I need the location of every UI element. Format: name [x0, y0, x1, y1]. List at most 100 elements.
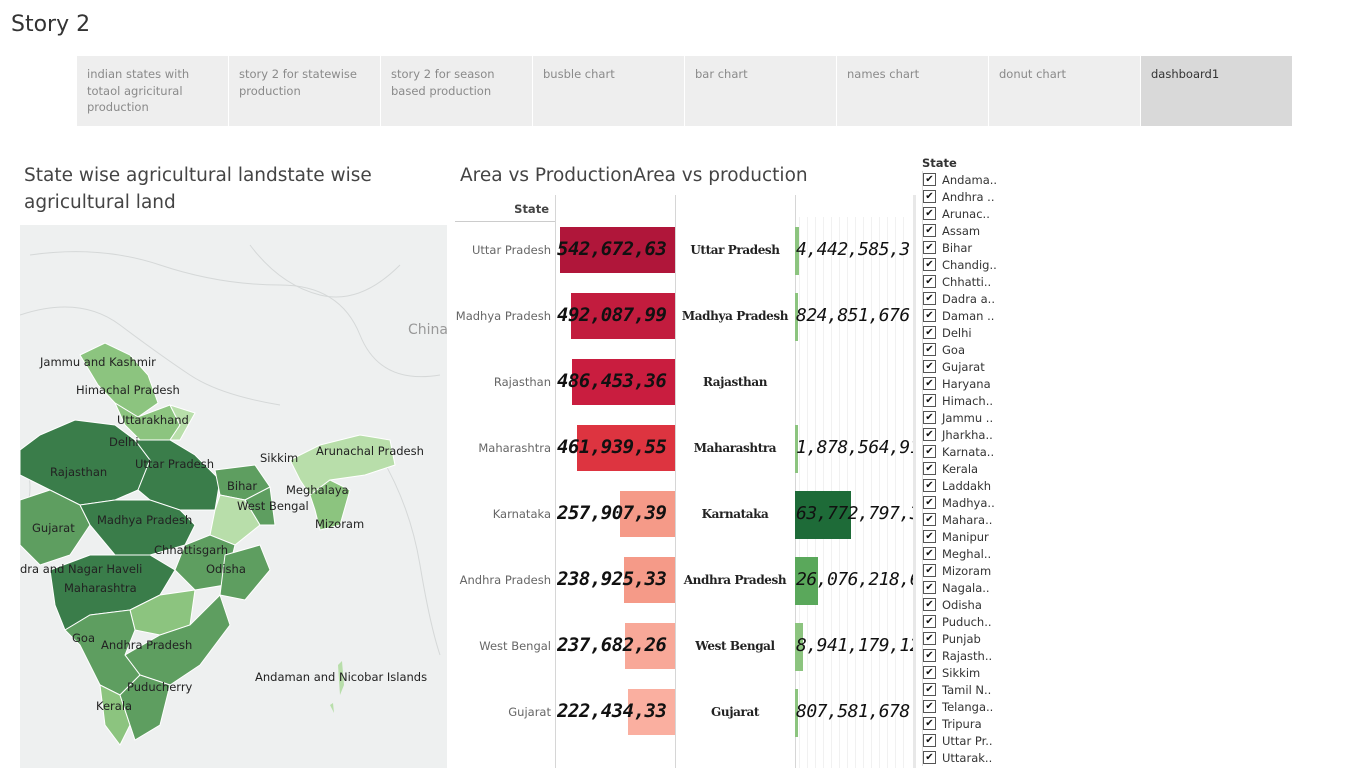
map-state-label: Uttarakhand — [117, 413, 189, 427]
story-tab[interactable]: names chart — [837, 56, 988, 126]
checkbox-checked-icon[interactable]: ✔ — [923, 445, 936, 458]
filter-item-label: Tamil N.. — [942, 682, 992, 697]
filter-item[interactable]: ✔ Andhra .. — [923, 188, 1022, 205]
filter-item[interactable]: ✔ Manipur — [923, 528, 1022, 545]
filter-item[interactable]: ✔ Odisha — [923, 596, 1022, 613]
filter-item[interactable]: ✔ Jharkha.. — [923, 426, 1022, 443]
area-bar[interactable] — [572, 359, 675, 405]
checkbox-checked-icon[interactable]: ✔ — [923, 530, 936, 543]
checkbox-checked-icon[interactable]: ✔ — [923, 581, 936, 594]
checkbox-checked-icon[interactable]: ✔ — [923, 632, 936, 645]
checkbox-checked-icon[interactable]: ✔ — [923, 683, 936, 696]
checkbox-checked-icon[interactable]: ✔ — [923, 649, 936, 662]
story-tab[interactable]: donut chart — [989, 56, 1140, 126]
filter-item[interactable]: ✔ Karnata.. — [923, 443, 1022, 460]
checkbox-checked-icon[interactable]: ✔ — [923, 292, 936, 305]
area-bar[interactable] — [625, 623, 675, 669]
filter-item[interactable]: ✔ Tamil N.. — [923, 681, 1022, 698]
filter-item[interactable]: ✔ Telanga.. — [923, 698, 1022, 715]
checkbox-checked-icon[interactable]: ✔ — [923, 734, 936, 747]
filter-item[interactable]: ✔ Laddakh — [923, 477, 1022, 494]
filter-item[interactable]: ✔ Goa — [923, 341, 1022, 358]
filter-item[interactable]: ✔ Tripura — [923, 715, 1022, 732]
filter-item[interactable]: ✔ Chhatti.. — [923, 273, 1022, 290]
checkbox-checked-icon[interactable]: ✔ — [923, 547, 936, 560]
area-bar[interactable] — [628, 689, 675, 735]
checkbox-checked-icon[interactable]: ✔ — [923, 360, 936, 373]
filter-item[interactable]: ✔ Meghal.. — [923, 545, 1022, 562]
filter-item[interactable]: ✔ Daman .. — [923, 307, 1022, 324]
filter-item[interactable]: ✔ Mizoram — [923, 562, 1022, 579]
production-bar[interactable] — [795, 293, 798, 341]
story-tab[interactable]: story 2 for season based production — [381, 56, 532, 126]
checkbox-checked-icon[interactable]: ✔ — [923, 496, 936, 509]
filter-item[interactable]: ✔ Puduch.. — [923, 613, 1022, 630]
checkbox-checked-icon[interactable]: ✔ — [923, 564, 936, 577]
map-state-label: Sikkim — [260, 451, 299, 465]
checkbox-checked-icon[interactable]: ✔ — [923, 479, 936, 492]
checkbox-checked-icon[interactable]: ✔ — [923, 190, 936, 203]
checkbox-checked-icon[interactable]: ✔ — [923, 326, 936, 339]
checkbox-checked-icon[interactable]: ✔ — [923, 513, 936, 526]
chart-scrollbar[interactable] — [913, 195, 916, 768]
area-bar[interactable] — [624, 557, 675, 603]
filter-item[interactable]: ✔ Kerala — [923, 460, 1022, 477]
filter-item[interactable]: ✔ Chandig.. — [923, 256, 1022, 273]
production-bar[interactable] — [795, 689, 798, 737]
story-tab[interactable]: indian states with totaol agricitural pr… — [77, 56, 228, 126]
filter-item[interactable]: ✔ Haryana — [923, 375, 1022, 392]
area-bar[interactable] — [577, 425, 675, 471]
story-tab[interactable]: story 2 for statewise production — [229, 56, 380, 126]
checkbox-checked-icon[interactable]: ✔ — [923, 428, 936, 441]
filter-item[interactable]: ✔ Arunac.. — [923, 205, 1022, 222]
filter-item[interactable]: ✔ Rajasth.. — [923, 647, 1022, 664]
filter-item[interactable]: ✔ Uttarak.. — [923, 749, 1022, 766]
checkbox-checked-icon[interactable]: ✔ — [923, 241, 936, 254]
filter-item[interactable]: ✔ Uttar Pr.. — [923, 732, 1022, 749]
production-bar[interactable] — [795, 227, 799, 275]
checkbox-checked-icon[interactable]: ✔ — [923, 394, 936, 407]
area-value-label: 486,453,36 — [557, 370, 667, 392]
checkbox-checked-icon[interactable]: ✔ — [923, 462, 936, 475]
production-bar[interactable] — [795, 557, 818, 605]
filter-item[interactable]: ✔ Andama.. — [923, 171, 1022, 188]
production-bar[interactable] — [795, 425, 798, 473]
story-tab[interactable]: bar chart — [685, 56, 836, 126]
filter-item[interactable]: ✔ Bihar — [923, 239, 1022, 256]
checkbox-checked-icon[interactable]: ✔ — [923, 598, 936, 611]
checkbox-checked-icon[interactable]: ✔ — [923, 275, 936, 288]
area-bar[interactable] — [571, 293, 675, 339]
checkbox-checked-icon[interactable]: ✔ — [923, 309, 936, 322]
filter-item[interactable]: ✔ Jammu .. — [923, 409, 1022, 426]
bar-chart[interactable]: State Uttar Pradesh 542,672,63 Uttar Prade… — [455, 195, 915, 768]
filter-item[interactable]: ✔ Madhya.. — [923, 494, 1022, 511]
checkbox-checked-icon[interactable]: ✔ — [923, 751, 936, 764]
area-bar[interactable] — [620, 491, 675, 537]
checkbox-checked-icon[interactable]: ✔ — [923, 224, 936, 237]
india-map[interactable]: China Jammu and Kashmir Himachal Pradesh U… — [20, 225, 447, 768]
filter-item[interactable]: ✔ Himach.. — [923, 392, 1022, 409]
production-bar[interactable] — [795, 491, 851, 539]
area-bar[interactable] — [560, 227, 675, 273]
checkbox-checked-icon[interactable]: ✔ — [923, 666, 936, 679]
filter-item[interactable]: ✔ Mahara.. — [923, 511, 1022, 528]
checkbox-checked-icon[interactable]: ✔ — [923, 207, 936, 220]
filter-item[interactable]: ✔ Dadra a.. — [923, 290, 1022, 307]
filter-item[interactable]: ✔ Punjab — [923, 630, 1022, 647]
story-tab[interactable]: busble chart — [533, 56, 684, 126]
checkbox-checked-icon[interactable]: ✔ — [923, 700, 936, 713]
filter-item[interactable]: ✔ Gujarat — [923, 358, 1022, 375]
checkbox-checked-icon[interactable]: ✔ — [923, 615, 936, 628]
story-tab[interactable]: dashboard1 — [1141, 56, 1292, 126]
filter-item[interactable]: ✔ Assam — [923, 222, 1022, 239]
checkbox-checked-icon[interactable]: ✔ — [923, 343, 936, 356]
checkbox-checked-icon[interactable]: ✔ — [923, 173, 936, 186]
checkbox-checked-icon[interactable]: ✔ — [923, 377, 936, 390]
filter-item[interactable]: ✔ Delhi — [923, 324, 1022, 341]
filter-item[interactable]: ✔ Sikkim — [923, 664, 1022, 681]
filter-item[interactable]: ✔ Nagala.. — [923, 579, 1022, 596]
production-bar[interactable] — [795, 623, 803, 671]
checkbox-checked-icon[interactable]: ✔ — [923, 258, 936, 271]
checkbox-checked-icon[interactable]: ✔ — [923, 411, 936, 424]
checkbox-checked-icon[interactable]: ✔ — [923, 717, 936, 730]
